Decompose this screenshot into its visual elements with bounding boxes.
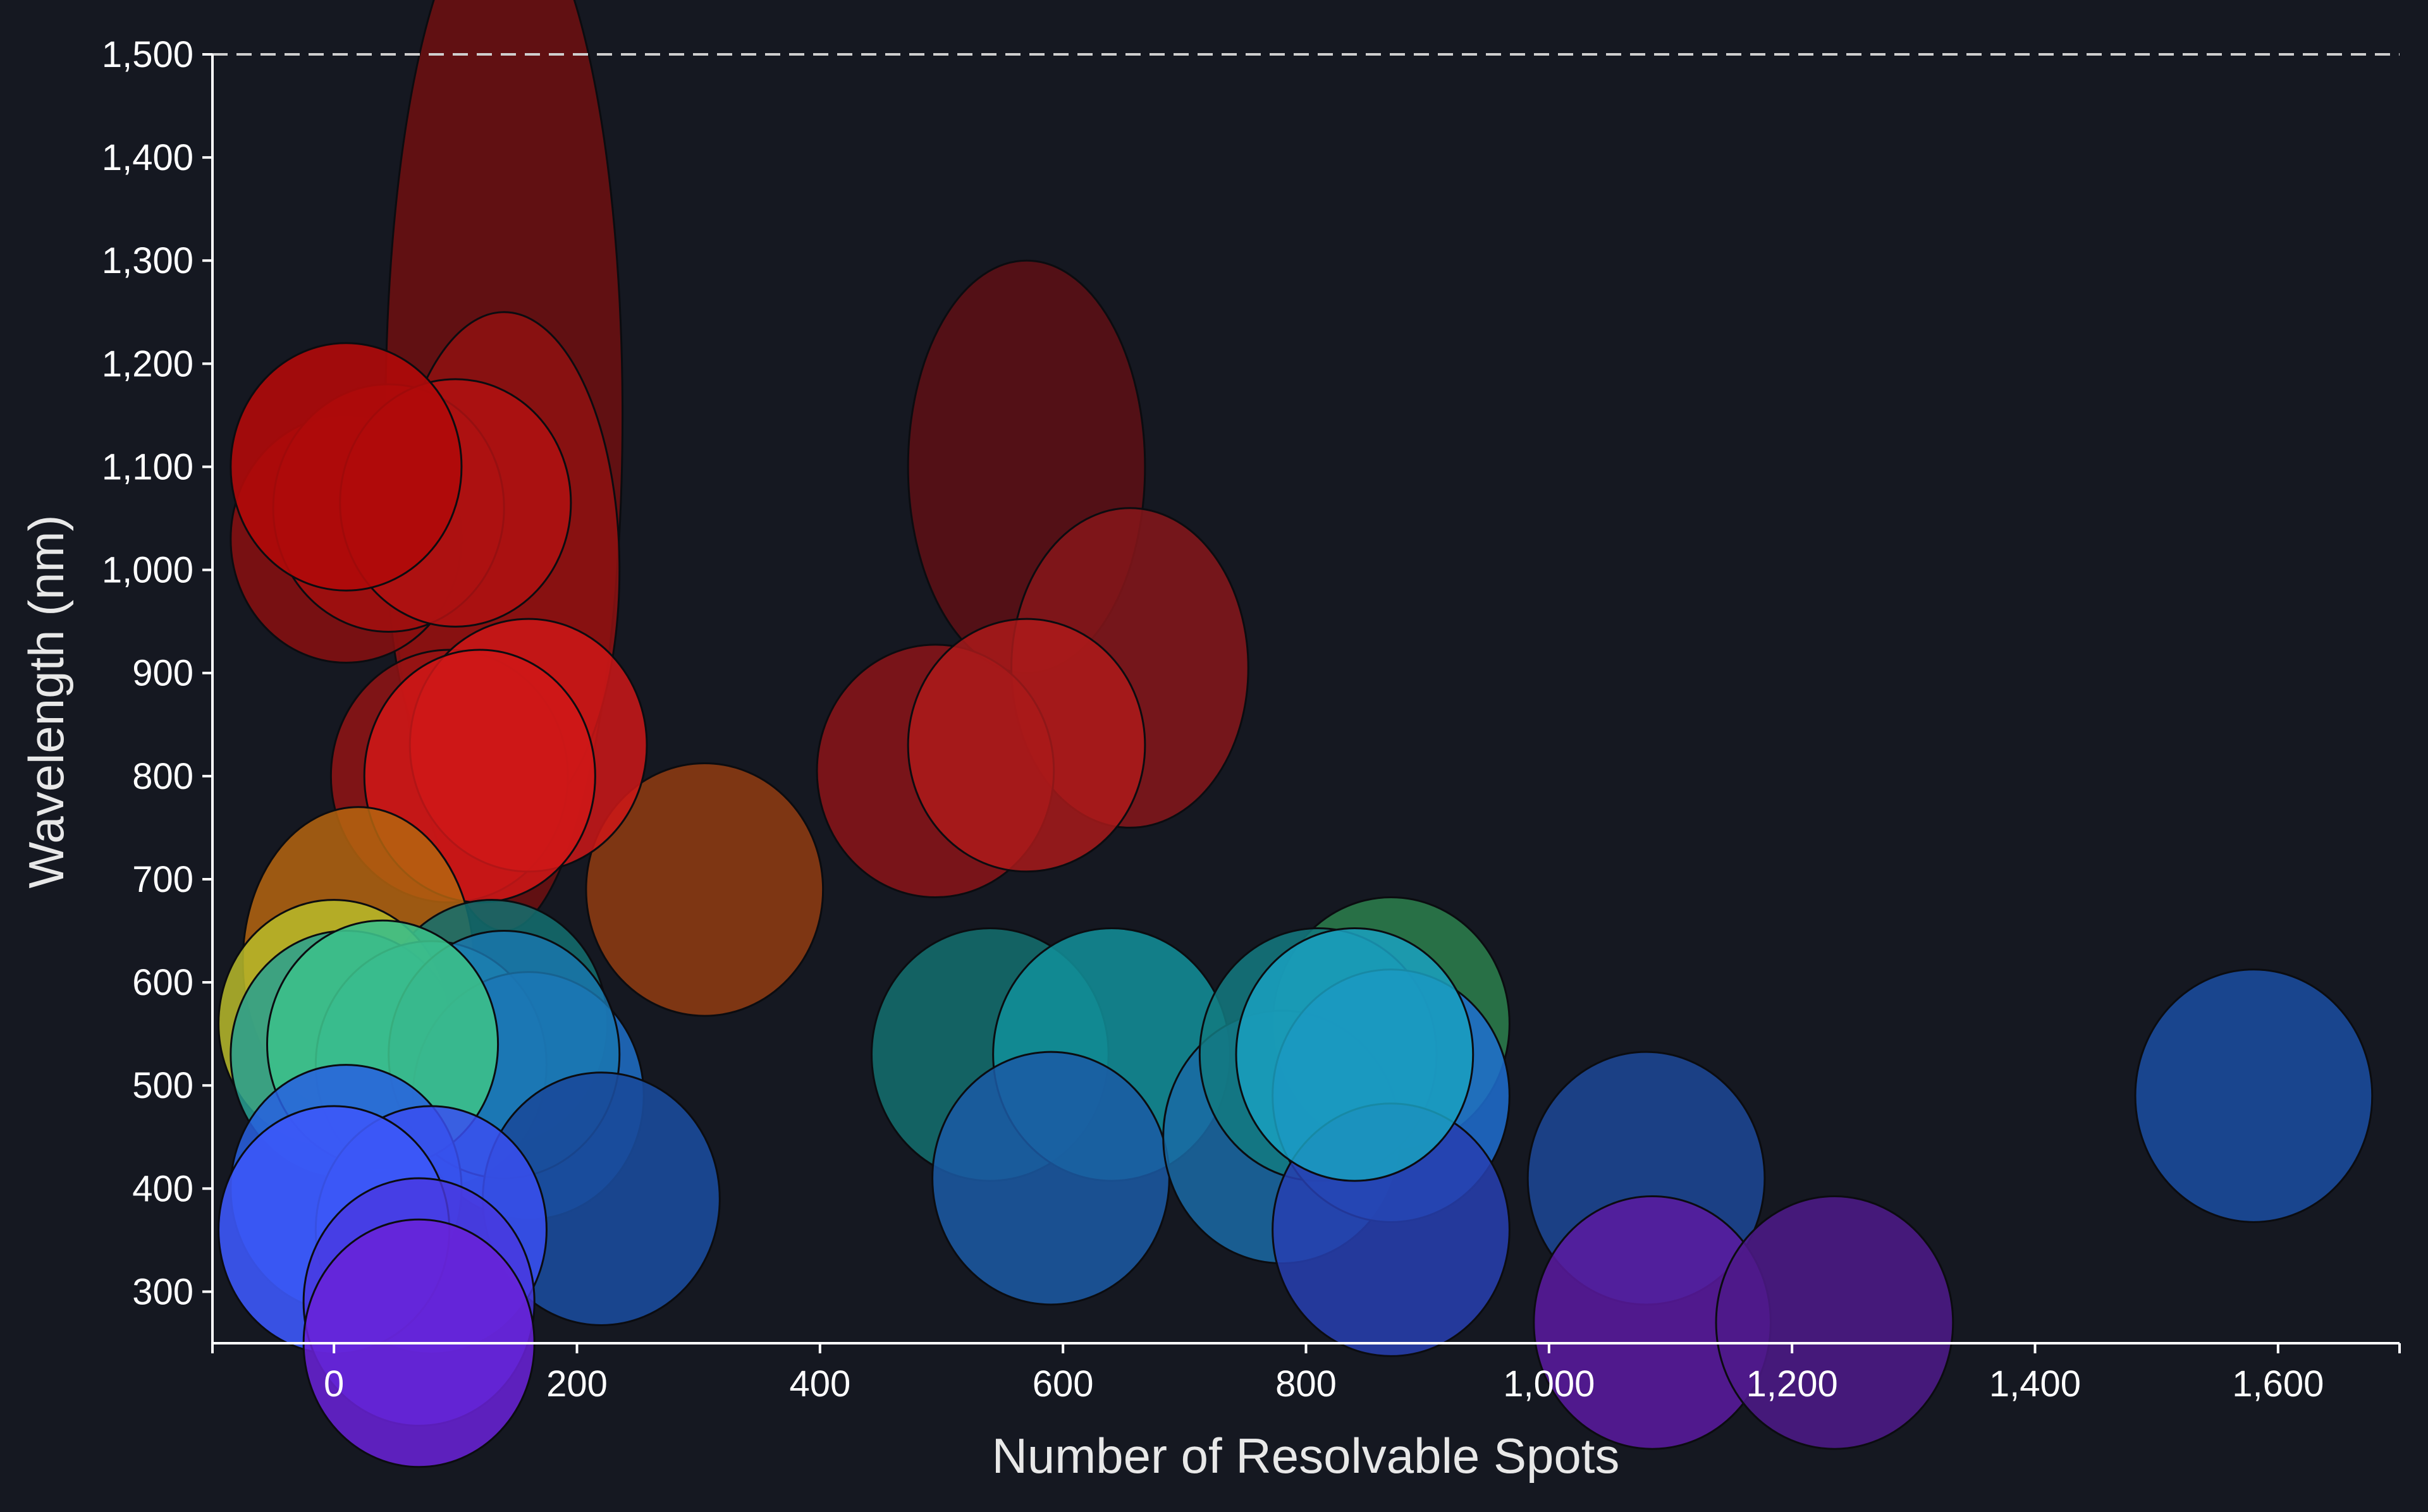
y-tick-label: 1,300 (102, 240, 193, 281)
bubble-point (1235, 927, 1475, 1182)
y-tick-label: 800 (132, 756, 193, 797)
y-tick-label: 1,500 (102, 34, 193, 75)
x-tick-label: 800 (1275, 1363, 1337, 1405)
y-tick-label: 1,200 (102, 343, 193, 384)
x-tick-label: 1,000 (1503, 1363, 1595, 1405)
x-tick-label: 1,200 (1746, 1363, 1838, 1405)
y-axis-title: Wavelength (nm) (18, 515, 74, 889)
x-tick-label: 1,400 (1989, 1363, 2081, 1405)
axes-layer: 300 400 500 600 700 800 900 1,000 1,100 1,200 1,30… (102, 34, 2401, 1405)
x-tick-label: 200 (546, 1363, 608, 1405)
bubble-layer (218, 0, 2374, 1468)
x-tick-label: 1,600 (2232, 1363, 2324, 1405)
y-tick-label: 1,400 (102, 137, 193, 178)
y-tick-label: 300 (132, 1271, 193, 1312)
y-tick-label: 700 (132, 859, 193, 900)
y-tick-label: 900 (132, 653, 193, 694)
bubble-point (2134, 968, 2374, 1223)
y-tick-label: 1,000 (102, 550, 193, 591)
x-tick-label: 0 (324, 1363, 344, 1405)
y-tick-label: 500 (132, 1065, 193, 1106)
bubble-point (931, 1051, 1170, 1306)
y-tick-label: 600 (132, 962, 193, 1003)
x-tick-label: 400 (789, 1363, 850, 1405)
x-axis-title: Number of Resolvable Spots (992, 1428, 1620, 1484)
bubble-point (230, 342, 463, 592)
bubble-point (585, 762, 825, 1017)
bubble-point (1715, 1195, 1954, 1450)
y-tick-label: 400 (132, 1168, 193, 1209)
x-tick-label: 600 (1033, 1363, 1094, 1405)
y-tick-label: 1,100 (102, 446, 193, 487)
bubble-point (907, 618, 1146, 873)
